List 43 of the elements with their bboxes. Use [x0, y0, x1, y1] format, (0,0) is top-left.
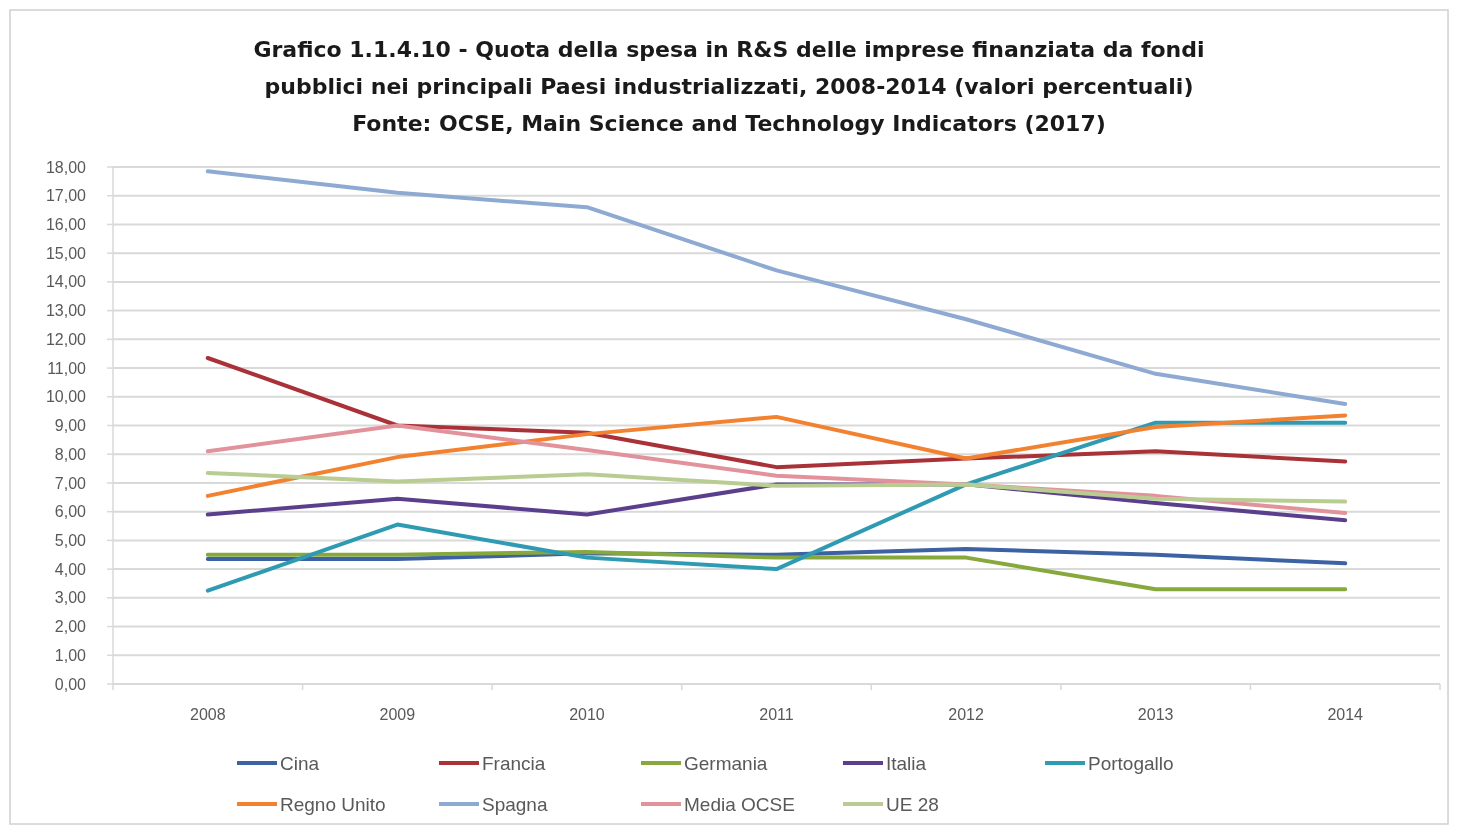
y-tick-label: 15,00: [45, 244, 87, 262]
legend-label: Spagna: [482, 793, 548, 815]
line-series: [205, 470, 1348, 504]
y-tick-label: 13,00: [45, 302, 87, 320]
legend-label: Cina: [280, 752, 320, 774]
chart-title: Grafico 1.1.4.10 - Quota della spesa in R&S delle imprese finanziata da fondi pubblici nei principali Paesi industrializzati, 2008-2014 (valori percentuali): [253, 37, 1205, 99]
legend-label: Portogallo: [1088, 752, 1174, 774]
line-series: [205, 420, 1348, 593]
legend-label: Regno Unito: [280, 793, 386, 815]
x-tick-label: 2009: [379, 705, 416, 723]
line-series: [205, 413, 1348, 498]
y-tick-label: 7,00: [54, 474, 87, 492]
y-tick-label: 10,00: [45, 388, 87, 406]
y-tick-label: 6,00: [54, 503, 87, 521]
y-tick-label: 9,00: [54, 417, 87, 435]
y-tick-label: 0,00: [54, 675, 87, 693]
x-tick-label: 2014: [1327, 705, 1364, 723]
x-tick-label: 2012: [948, 705, 984, 723]
y-tick-label: 17,00: [45, 187, 87, 205]
x-tick-label: 2010: [569, 705, 605, 723]
line-series: [205, 169, 1348, 406]
legend-label: Media OCSE: [684, 793, 795, 815]
legend-label: Italia: [886, 752, 927, 774]
y-tick-label: 11,00: [47, 359, 87, 377]
y-tick-label: 3,00: [54, 589, 87, 607]
source-note: Fonte: OCSE, Main Science and Technology Indicators (2017): [352, 111, 1106, 136]
y-tick-label: 8,00: [54, 445, 87, 463]
line-series: [205, 356, 1348, 470]
y-tick-label: 2,00: [54, 618, 87, 636]
legend-label: UE 28: [886, 793, 939, 815]
y-tick-label: 1,00: [54, 646, 87, 664]
legend-label: Francia: [482, 752, 546, 774]
legend-label: Germania: [684, 752, 768, 774]
y-tick-label: 5,00: [54, 531, 87, 549]
y-tick-label: 12,00: [45, 330, 87, 348]
y-tick-label: 16,00: [45, 216, 87, 234]
y-tick-label: 14,00: [45, 273, 87, 291]
y-tick-label: 4,00: [54, 560, 87, 578]
x-tick-label: 2013: [1137, 705, 1174, 723]
x-tick-label: 2008: [189, 705, 226, 723]
x-tick-label: 2011: [759, 705, 794, 723]
y-tick-label: 18,00: [45, 158, 87, 176]
line-series: [205, 549, 1348, 592]
